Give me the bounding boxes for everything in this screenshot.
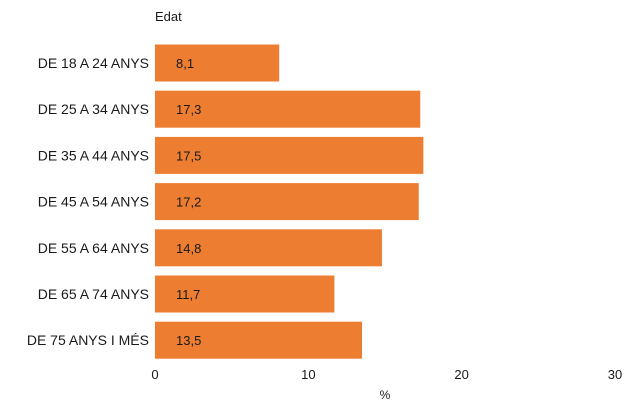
category-label: DE 55 A 64 ANYS [38,240,149,256]
bar [155,321,362,359]
x-tick-label: 30 [608,367,622,382]
bar [155,275,335,313]
data-label: 14,8 [176,241,201,256]
data-label: 17,5 [176,148,201,163]
category-label: DE 35 A 44 ANYS [38,147,149,163]
data-label: 11,7 [176,287,200,302]
bar [155,136,424,174]
x-axis-title: % [380,388,391,401]
bar [155,229,382,267]
data-label: 8,1 [176,56,194,71]
data-label: 17,2 [176,195,201,210]
chart-title: Edat [155,9,182,24]
category-label: DE 65 A 74 ANYS [38,286,149,302]
x-tick-label: 20 [454,367,468,382]
category-label: DE 45 A 54 ANYS [38,194,149,210]
data-label: 13,5 [176,333,201,348]
x-tick-label: 10 [301,367,315,382]
category-label: DE 18 A 24 ANYS [38,55,149,71]
bar [155,183,419,221]
data-label: 17,3 [176,102,201,117]
x-tick-label: 0 [151,367,158,382]
bar [155,90,421,128]
category-label: DE 75 ANYS I MÉS [27,332,149,348]
category-label: DE 25 A 34 ANYS [38,101,149,117]
bar [155,44,280,82]
